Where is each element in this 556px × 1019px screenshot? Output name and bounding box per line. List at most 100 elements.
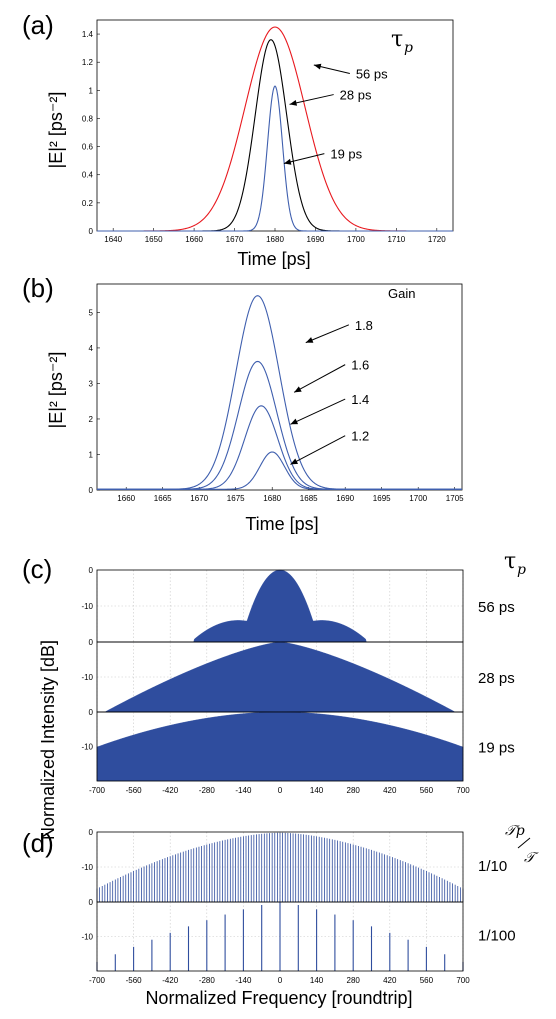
y-tick-label: 0.4 xyxy=(82,171,94,180)
x-tick-label: -280 xyxy=(199,976,216,985)
y-tick-label: 1 xyxy=(89,450,94,459)
x-tick-label: -560 xyxy=(126,976,143,985)
y-tick-label: 0 xyxy=(89,708,94,717)
y-tick-label: -10 xyxy=(81,743,93,752)
annotation-arrow xyxy=(305,324,350,344)
annotation-arrowhead xyxy=(305,337,314,343)
y-tick-label: 0 xyxy=(89,227,94,236)
x-tick-label: 700 xyxy=(456,786,470,795)
y-tick-label: 1.4 xyxy=(82,30,94,39)
panel-d-xlabel: Normalized Frequency [roundtrip] xyxy=(145,988,412,1008)
series-label-1-100: 1/100 xyxy=(478,928,516,945)
tau-symbol-c: τ xyxy=(504,549,516,574)
panel-d-subplot-1-10: 0 -10 1/10 xyxy=(81,828,507,903)
panel-b-xlabel: Time [ps] xyxy=(245,514,318,534)
series-label-1.2: 1.2 xyxy=(351,429,369,444)
series-label-28ps: 28 ps xyxy=(478,670,515,687)
x-tick-label: 1670 xyxy=(226,235,244,244)
y-tick-label: 1.2 xyxy=(82,58,94,67)
x-tick-label: 420 xyxy=(383,786,397,795)
x-tick-label: 1650 xyxy=(145,235,163,244)
x-tick-label: 1695 xyxy=(373,494,391,503)
panel-b-ylabel: |E|² [ps⁻²] xyxy=(46,352,66,429)
y-tick-label: 0.8 xyxy=(82,114,94,123)
x-tick-label: 1680 xyxy=(263,494,281,503)
x-tick-label: 1705 xyxy=(446,494,464,503)
x-tick-label: 280 xyxy=(347,976,361,985)
ratio-slash xyxy=(517,837,531,849)
x-tick-label: 1660 xyxy=(117,494,135,503)
annotation-arrowhead xyxy=(294,386,302,393)
series-label-19ps: 19 ps xyxy=(478,740,515,757)
series-label-56ps: 56 ps xyxy=(478,599,515,616)
subplot-frame xyxy=(96,901,464,972)
x-tick-label: 1675 xyxy=(227,494,245,503)
annotation-arrow xyxy=(293,364,346,393)
x-tick-label: 1710 xyxy=(387,235,405,244)
y-tick-label: -10 xyxy=(81,602,93,611)
y-tick-label: 0 xyxy=(89,898,94,907)
series-label-19ps: 19 ps xyxy=(330,147,362,162)
x-tick-label: 1670 xyxy=(190,494,208,503)
annotation-arrow xyxy=(290,435,346,465)
panel-b-plot: 1660 1665 1670 1675 1680 1685 1690 1695 1700 1705… xyxy=(89,283,464,503)
x-tick-label: 420 xyxy=(383,976,397,985)
series-line-19ps xyxy=(97,85,453,232)
annotation-arrowhead xyxy=(290,418,299,425)
x-tick-label: -700 xyxy=(89,786,106,795)
panel-c-subplot-28ps: 0 -10 28 ps xyxy=(81,638,515,713)
spectrum-fill xyxy=(96,711,464,782)
series-line-1.8 xyxy=(97,295,462,490)
subplot-frame xyxy=(96,711,464,782)
panel-b-legend-title: Gain xyxy=(388,286,415,301)
panel-a-xlabel: Time [ps] xyxy=(237,249,310,269)
x-tick-label: 280 xyxy=(347,786,361,795)
series-label-28ps: 28 ps xyxy=(340,88,372,103)
series-label-1-10: 1/10 xyxy=(478,858,507,875)
panel-a-plot: 1640 1650 1660 1670 1680 1690 1700 1710 1720 0 0.2… xyxy=(82,19,454,244)
x-tick-label: 1660 xyxy=(185,235,203,244)
x-tick-label: 0 xyxy=(278,786,283,795)
y-tick-label: -10 xyxy=(81,673,93,682)
series-line-1.4 xyxy=(97,405,462,490)
annotation-arrow xyxy=(290,398,346,425)
x-tick-label: -560 xyxy=(126,786,143,795)
y-tick-label: -10 xyxy=(81,863,93,872)
y-tick-label: -10 xyxy=(81,933,93,942)
plot-area: 1640 1650 1660 1670 1680 1690 1700 1710 172000.2… xyxy=(81,19,516,985)
annotation-arrowhead xyxy=(313,63,322,70)
annotation-arrowhead xyxy=(290,458,299,465)
x-tick-label: 560 xyxy=(420,976,434,985)
y-tick-label: 0 xyxy=(89,638,94,647)
y-tick-label: 0.6 xyxy=(82,143,94,152)
series-label-1.4: 1.4 xyxy=(351,392,369,407)
y-tick-label: 3 xyxy=(89,379,94,388)
spectrum-fill xyxy=(97,641,463,713)
x-tick-label: 1640 xyxy=(104,235,122,244)
x-tick-label: 1700 xyxy=(409,494,427,503)
panel-c-plot: 0 -10 56 ps 0 -10 28 ps 0 -10 19 ps -700 -560 -420 -… xyxy=(81,566,514,795)
ratio-denominator: 𝒯 xyxy=(524,850,539,866)
y-tick-label: 0 xyxy=(89,566,94,575)
tau-subscript-c: p xyxy=(517,562,526,578)
panel-label-c: (c) xyxy=(22,554,52,584)
x-tick-label: 1700 xyxy=(347,235,365,244)
x-tick-label: -700 xyxy=(89,976,106,985)
series-label-56ps: 56 ps xyxy=(356,66,388,81)
panel-label-b: (b) xyxy=(22,273,54,303)
series-line-56ps xyxy=(97,26,453,232)
x-tick-label: 1680 xyxy=(266,235,284,244)
y-tick-label: 1 xyxy=(89,86,94,95)
series-line-28ps xyxy=(97,39,453,232)
x-tick-label: 1720 xyxy=(428,235,446,244)
y-tick-label: 4 xyxy=(89,344,94,353)
panel-a-ylabel: |E|² [ps⁻²] xyxy=(46,92,66,169)
annotation-arrowhead xyxy=(289,99,298,106)
panel-d-legend-title: 𝒯p 𝒯 xyxy=(505,823,539,866)
x-tick-label: -420 xyxy=(162,976,179,985)
y-tick-label: 5 xyxy=(89,308,94,317)
panel-label-a: (a) xyxy=(22,10,54,40)
x-tick-label: 140 xyxy=(310,786,324,795)
annotation-arrow xyxy=(289,94,334,105)
